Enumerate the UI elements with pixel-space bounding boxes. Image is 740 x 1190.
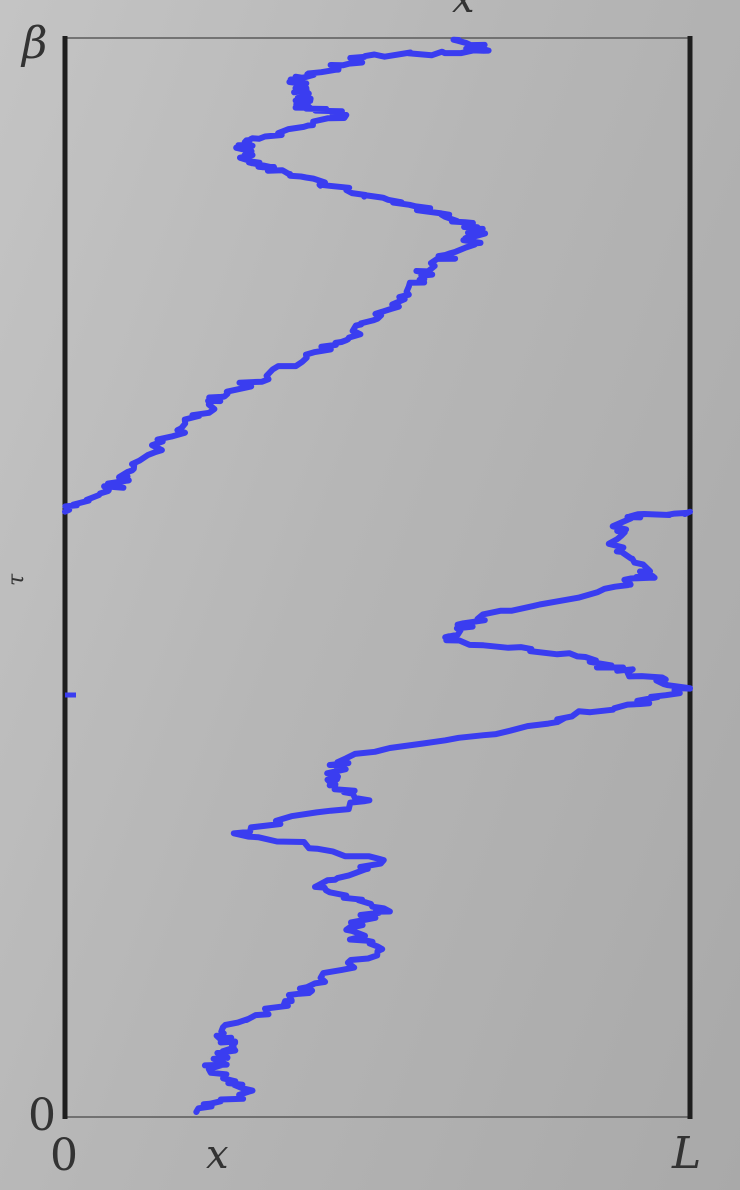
x-bottom-label: x xyxy=(206,1132,229,1178)
x-top-label: x xyxy=(452,0,475,22)
worldline-upper xyxy=(62,36,492,515)
worldline-lower xyxy=(193,508,693,1115)
worldlines xyxy=(62,36,693,1115)
beta-label: β xyxy=(20,18,47,69)
y-zero-label: 0 xyxy=(28,1090,56,1141)
tau-label: τ xyxy=(4,573,29,586)
x-zero-label: 0 xyxy=(50,1130,78,1181)
L-label: L xyxy=(671,1128,701,1179)
